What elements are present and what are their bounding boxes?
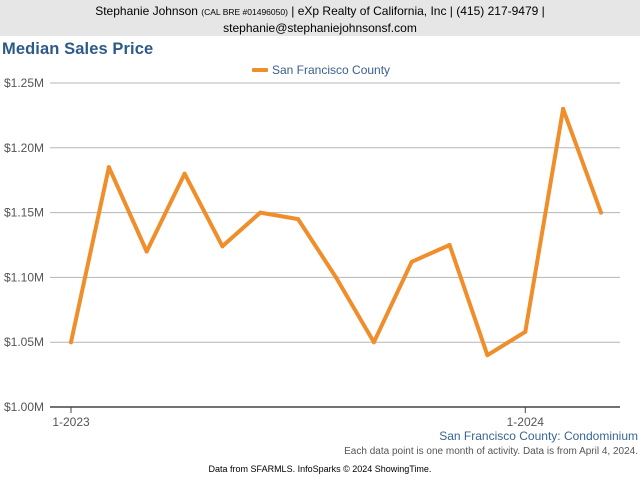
data-point bbox=[334, 275, 338, 280]
x-tick-label: 1-2024 bbox=[507, 415, 545, 429]
footnote: Each data point is one month of activity… bbox=[344, 446, 638, 457]
y-tick-label: $1.00M bbox=[4, 400, 44, 414]
data-point bbox=[523, 329, 528, 334]
y-tick-label: $1.25M bbox=[4, 76, 44, 90]
data-point bbox=[106, 165, 111, 170]
agent-line-1: Stephanie Johnson (CAL BRE #01496050) | … bbox=[0, 3, 640, 20]
series-line bbox=[69, 106, 603, 358]
source-credit: Data from SFARMLS. InfoSparks © 2024 Sho… bbox=[208, 464, 432, 474]
chart-title: Median Sales Price bbox=[2, 40, 154, 58]
legend-swatch bbox=[252, 68, 268, 72]
x-tick-label: 1-2023 bbox=[52, 415, 90, 429]
agent-email: stephanie@stephaniejohnsonsf.com bbox=[223, 21, 417, 35]
agent-name: Stephanie Johnson bbox=[95, 4, 198, 18]
data-point bbox=[220, 244, 225, 249]
legend-label: San Francisco County bbox=[272, 63, 391, 77]
y-tick-label: $1.15M bbox=[4, 206, 44, 220]
y-tick-label: $1.05M bbox=[4, 335, 44, 349]
data-point bbox=[409, 259, 414, 264]
y-tick-label: $1.10M bbox=[4, 270, 44, 284]
data-point bbox=[561, 106, 566, 111]
data-point bbox=[485, 353, 490, 358]
chart-subtitle: San Francisco County: Condominium bbox=[439, 429, 638, 443]
data-point bbox=[144, 249, 149, 254]
data-point bbox=[371, 340, 376, 345]
data-point bbox=[182, 171, 187, 176]
data-point bbox=[447, 243, 452, 247]
data-point bbox=[258, 210, 263, 215]
y-tick-label: $1.20M bbox=[4, 141, 44, 155]
data-point bbox=[69, 340, 73, 345]
data-point bbox=[599, 210, 603, 215]
agent-company: | eXp Realty of California, Inc | (415) … bbox=[291, 4, 545, 18]
data-point bbox=[296, 217, 301, 222]
agent-header: Stephanie Johnson (CAL BRE #01496050) | … bbox=[0, 0, 640, 36]
legend: San Francisco County bbox=[252, 62, 390, 78]
agent-license: (CAL BRE #01496050) bbox=[201, 7, 288, 17]
